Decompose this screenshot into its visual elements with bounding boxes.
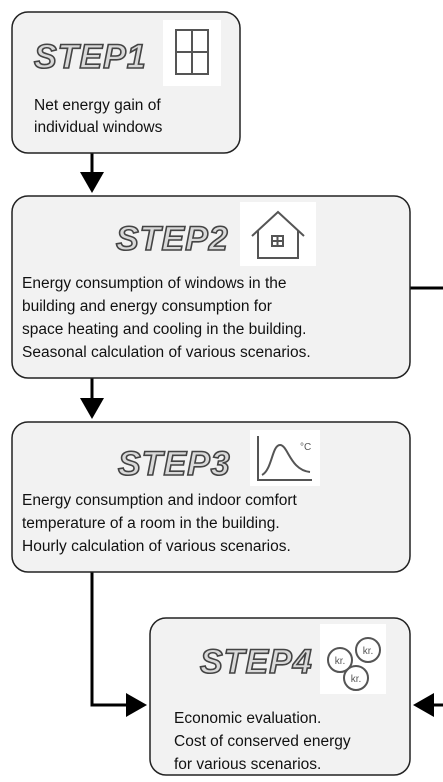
temperature-icon: °C <box>250 430 320 486</box>
step-title: STEP2 <box>116 220 229 258</box>
coins-icon: kr. kr. kr. <box>320 624 386 694</box>
step-text: Seasonal calculation of various scenario… <box>22 344 311 361</box>
step-text: Hourly calculation of various scenarios. <box>22 538 291 555</box>
arrow <box>90 572 147 717</box>
step-text: space heating and cooling in the buildin… <box>22 321 306 338</box>
coin-label: kr. <box>351 674 362 685</box>
step-title: STEP1 <box>34 38 147 76</box>
step-text: temperature of a room in the building. <box>22 515 280 532</box>
window-icon <box>163 20 221 86</box>
step-title: STEP4 <box>200 643 313 681</box>
coin-label: kr. <box>335 656 346 667</box>
house-icon <box>240 202 316 266</box>
step-text: Energy consumption of windows in the <box>22 275 287 292</box>
coin-label: kr. <box>363 646 374 657</box>
step-text: building and energy consumption for <box>22 298 272 315</box>
step-text: Cost of conserved energy <box>174 733 351 750</box>
step-text: individual windows <box>34 119 163 136</box>
step-text: for various scenarios. <box>174 756 321 773</box>
step-text: Economic evaluation. <box>174 710 321 727</box>
step-text: Net energy gain of <box>34 97 161 114</box>
step-title: STEP3 <box>118 445 231 483</box>
step-text: Energy consumption and indoor comfort <box>22 492 298 509</box>
unit-label: °C <box>300 442 311 453</box>
